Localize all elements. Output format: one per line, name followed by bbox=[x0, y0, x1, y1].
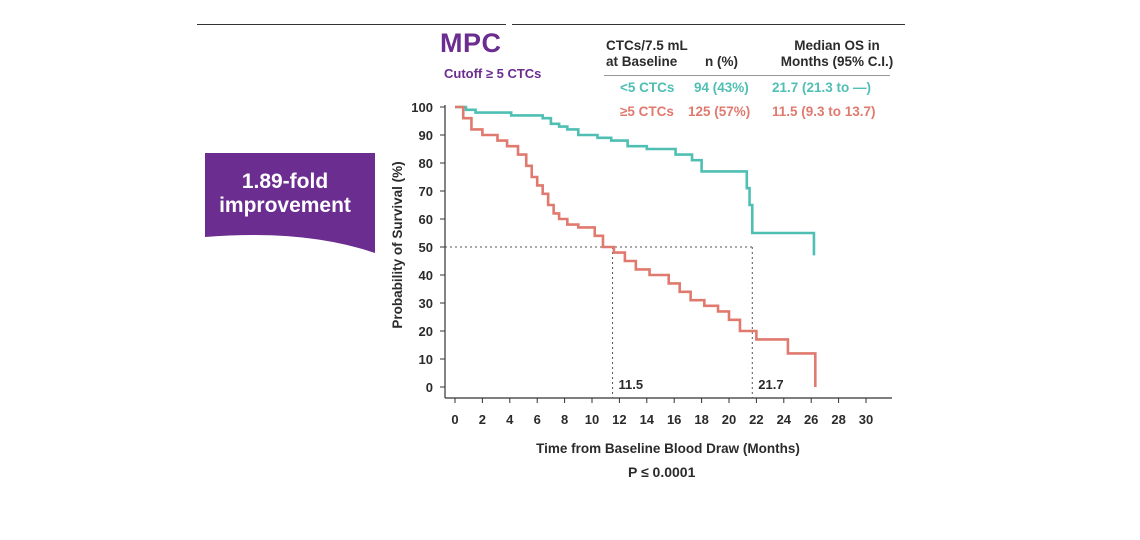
y-tick-label: 90 bbox=[419, 128, 433, 143]
top-rule-left bbox=[197, 24, 506, 25]
y-axis-label: Probability of Survival (%) bbox=[390, 161, 405, 328]
legend-row-high-median: 11.5 (9.3 to 13.7) bbox=[772, 104, 876, 119]
legend-divider bbox=[604, 75, 890, 76]
x-tick-label: 30 bbox=[859, 412, 873, 427]
x-tick-label: 20 bbox=[722, 412, 736, 427]
callout-text: 1.89-fold improvement bbox=[205, 170, 365, 218]
callout-shape bbox=[205, 153, 375, 253]
x-tick-label: 8 bbox=[561, 412, 568, 427]
x-tick-label: 14 bbox=[640, 412, 655, 427]
callout-line2: improvement bbox=[219, 194, 351, 217]
legend-header-median: Median OS in Months (95% C.I.) bbox=[776, 38, 898, 70]
x-tick-label: 22 bbox=[749, 412, 763, 427]
y-tick-label: 0 bbox=[426, 380, 433, 395]
legend-row-low-median: 21.7 (21.3 to —) bbox=[772, 80, 872, 95]
y-tick-label: 40 bbox=[419, 268, 433, 283]
x-axis-label: Time from Baseline Blood Draw (Months) bbox=[536, 441, 800, 456]
legend-header-ctcs: CTCs/7.5 mL at Baseline bbox=[606, 38, 688, 70]
x-tick-label: 16 bbox=[667, 412, 681, 427]
series-line-high-ctc bbox=[455, 105, 817, 387]
x-tick-label: 4 bbox=[506, 412, 514, 427]
legend-row-low-group: <5 CTCs bbox=[620, 80, 675, 95]
x-tick-label: 0 bbox=[451, 412, 458, 427]
x-tick-label: 6 bbox=[534, 412, 541, 427]
y-tick-label: 60 bbox=[419, 212, 433, 227]
p-value: P ≤ 0.0001 bbox=[628, 464, 696, 480]
x-tick-label: 26 bbox=[804, 412, 818, 427]
improvement-callout: 1.89-fold improvement bbox=[205, 153, 375, 255]
x-tick-label: 10 bbox=[585, 412, 599, 427]
legend-row-high-group: ≥5 CTCs bbox=[620, 104, 674, 119]
x-tick-label: 28 bbox=[831, 412, 845, 427]
legend-header-median-line2: Months (95% C.I.) bbox=[780, 54, 894, 69]
legend-header-median-line1: Median OS in bbox=[794, 38, 880, 53]
series-line-low-ctc bbox=[455, 105, 816, 256]
y-tick-label: 80 bbox=[419, 156, 433, 171]
x-tick-label: 12 bbox=[612, 412, 626, 427]
median-annotation-label: 11.5 bbox=[619, 377, 644, 392]
y-tick-label: 70 bbox=[419, 184, 433, 199]
y-tick-label: 100 bbox=[411, 100, 433, 115]
legend-row-low-n: 94 (43%) bbox=[694, 80, 749, 95]
legend-header-n: n (%) bbox=[705, 54, 738, 69]
median-annotation-label: 21.7 bbox=[758, 377, 783, 392]
chart-subtitle: Cutoff ≥ 5 CTCs bbox=[444, 66, 542, 81]
y-tick-label: 20 bbox=[419, 324, 433, 339]
legend-header-ctcs-line1: CTCs/7.5 mL bbox=[606, 38, 688, 53]
chart-title: MPC bbox=[440, 28, 502, 58]
legend-header-ctcs-line2: at Baseline bbox=[606, 54, 678, 69]
callout-line1: 1.89-fold bbox=[241, 170, 329, 193]
y-tick-label: 50 bbox=[419, 240, 433, 255]
x-tick-label: 24 bbox=[777, 412, 792, 427]
legend-row-high-n: 125 (57%) bbox=[688, 104, 751, 119]
y-tick-label: 10 bbox=[419, 352, 433, 367]
x-tick-label: 2 bbox=[479, 412, 486, 427]
x-tick-label: 18 bbox=[694, 412, 708, 427]
top-rule-right bbox=[512, 24, 905, 25]
y-tick-label: 30 bbox=[419, 296, 433, 311]
